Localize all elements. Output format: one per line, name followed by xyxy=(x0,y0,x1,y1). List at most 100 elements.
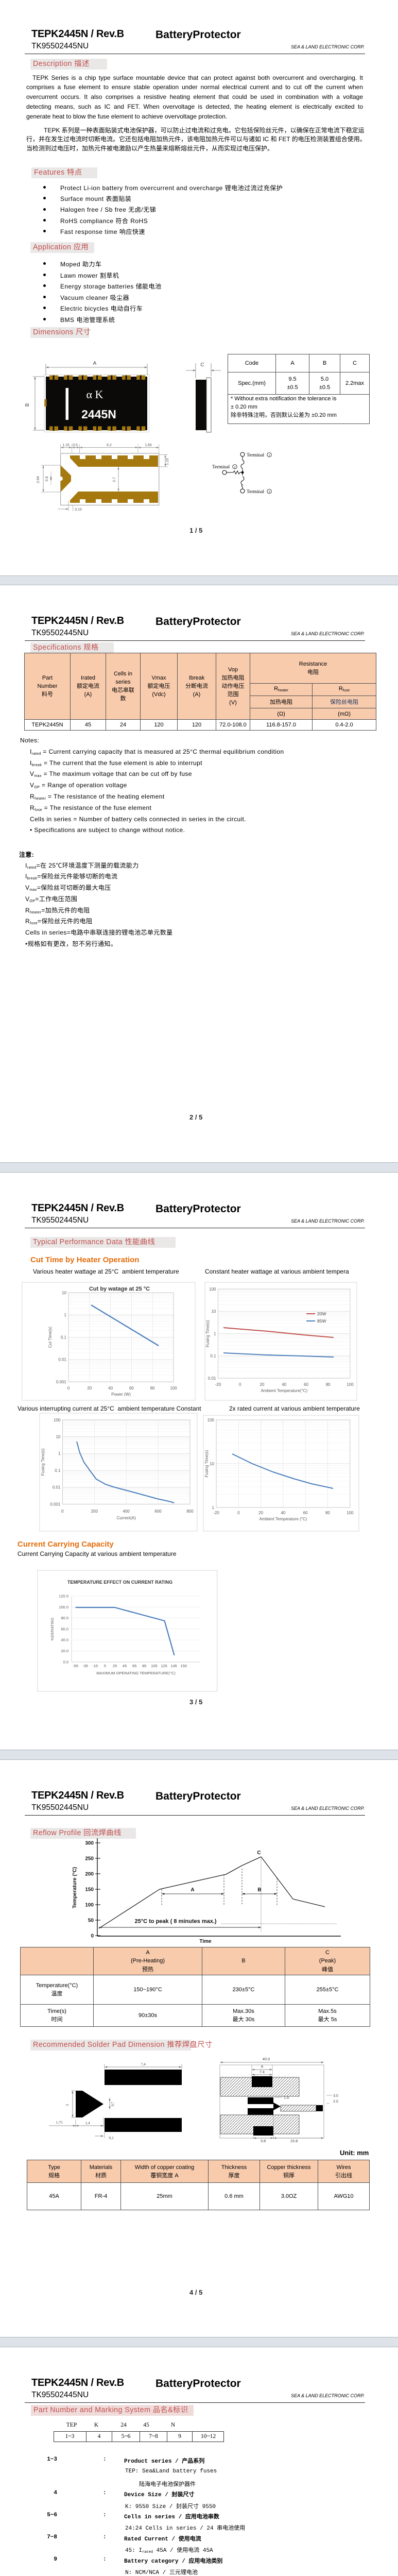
svg-text:1.15: 1.15 xyxy=(166,458,169,465)
svg-text:1: 1 xyxy=(268,454,270,457)
svg-text:45: 45 xyxy=(123,1664,127,1668)
svg-text:1: 1 xyxy=(64,1313,67,1317)
svg-text:200: 200 xyxy=(91,1509,98,1514)
svg-text:10: 10 xyxy=(210,1462,214,1466)
svg-text:3.0: 3.0 xyxy=(333,2094,338,2098)
svg-text:1,4: 1,4 xyxy=(85,2121,90,2125)
svg-text:C: C xyxy=(257,1850,261,1856)
svg-text:100.0: 100.0 xyxy=(59,1605,68,1609)
svg-text:0.1: 0.1 xyxy=(61,1335,67,1340)
svg-text:-15: -15 xyxy=(92,1664,98,1668)
svg-text:Temperature (°C): Temperature (°C) xyxy=(72,1867,78,1909)
svg-text:7.4: 7.4 xyxy=(259,2071,265,2074)
svg-text:0: 0 xyxy=(61,1509,64,1514)
svg-text:1.65: 1.65 xyxy=(145,444,152,447)
svg-text:120.0: 120.0 xyxy=(59,1594,68,1599)
svg-text:300: 300 xyxy=(85,1841,94,1846)
svg-text:0,7: 0,7 xyxy=(111,2102,115,2106)
svg-text:Current(A): Current(A) xyxy=(117,1516,136,1520)
svg-text:40.0: 40.0 xyxy=(61,1638,68,1642)
svg-text:A: A xyxy=(191,1887,194,1893)
svg-text:1.9: 1.9 xyxy=(284,2096,289,2100)
svg-text:10: 10 xyxy=(62,1291,66,1295)
svg-text:80: 80 xyxy=(150,1386,155,1391)
svg-text:0.01: 0.01 xyxy=(58,1358,66,1362)
svg-text:10: 10 xyxy=(56,1435,60,1439)
svg-text:-20: -20 xyxy=(215,1382,221,1387)
svg-text:MAXIMUM OPERATING TEMPERATURE(: MAXIMUM OPERATING TEMPERATURE(°C) xyxy=(96,1671,176,1675)
svg-text:40.0: 40.0 xyxy=(263,2057,270,2061)
svg-text:250: 250 xyxy=(85,1856,94,1862)
svg-text:80: 80 xyxy=(326,1382,331,1387)
svg-text:B: B xyxy=(257,1887,261,1893)
svg-text:0.1: 0.1 xyxy=(210,1354,216,1359)
svg-text:40: 40 xyxy=(108,1386,113,1391)
svg-text:0,1: 0,1 xyxy=(109,2136,114,2140)
svg-text:0: 0 xyxy=(237,1511,240,1515)
svg-text:A: A xyxy=(261,2065,264,2069)
svg-text:3: 3 xyxy=(268,490,270,494)
svg-text:0.001: 0.001 xyxy=(56,1380,67,1384)
svg-text:α K: α K xyxy=(86,388,103,401)
svg-text:15.8: 15.8 xyxy=(290,2139,298,2143)
svg-text:100: 100 xyxy=(347,1511,354,1515)
svg-text:200: 200 xyxy=(85,1872,94,1877)
svg-text:1: 1 xyxy=(214,1331,216,1336)
svg-text:2.64: 2.64 xyxy=(37,476,40,483)
svg-text:40: 40 xyxy=(281,1511,285,1515)
svg-text:60: 60 xyxy=(304,1382,308,1387)
svg-text:80: 80 xyxy=(325,1511,330,1515)
svg-text:Fusing Time(s): Fusing Time(s) xyxy=(205,1320,210,1347)
svg-text:Time: Time xyxy=(199,1939,212,1944)
svg-text:Terminal: Terminal xyxy=(247,489,265,495)
svg-text:25°C to peak ( 8 minutes max.): 25°C to peak ( 8 minutes max.) xyxy=(135,1919,217,1925)
svg-text:TEMPERATURE EFFECT ON CURRENT: TEMPERATURE EFFECT ON CURRENT RATING xyxy=(67,1580,172,1585)
svg-text:65: 65 xyxy=(132,1664,136,1668)
svg-text:6.2: 6.2 xyxy=(107,444,112,447)
svg-text:A: A xyxy=(93,361,97,366)
svg-text:1: 1 xyxy=(212,1505,215,1510)
svg-text:2445N: 2445N xyxy=(81,408,116,421)
svg-text:60.0: 60.0 xyxy=(61,1626,68,1631)
svg-text:400: 400 xyxy=(123,1509,130,1514)
svg-text:0.001: 0.001 xyxy=(50,1502,61,1506)
svg-text:-20: -20 xyxy=(213,1511,219,1515)
svg-text:-35: -35 xyxy=(82,1664,88,1668)
svg-text:C: C xyxy=(200,362,204,368)
svg-text:3.8: 3.8 xyxy=(261,2139,266,2143)
svg-text:Ambient Temperature(°C): Ambient Temperature(°C) xyxy=(261,1388,307,1393)
svg-text:150: 150 xyxy=(85,1887,94,1893)
svg-text:60: 60 xyxy=(303,1511,308,1515)
svg-text:105: 105 xyxy=(151,1664,158,1668)
svg-text:Ambient Temperature (°C): Ambient Temperature (°C) xyxy=(259,1517,307,1521)
svg-text:1,75: 1,75 xyxy=(56,2120,62,2125)
svg-text:80.0: 80.0 xyxy=(61,1616,68,1620)
svg-text:20: 20 xyxy=(87,1386,92,1391)
svg-text:20: 20 xyxy=(258,1511,263,1515)
svg-text:20: 20 xyxy=(260,1382,265,1387)
svg-text:0.15: 0.15 xyxy=(75,508,82,512)
svg-text:3: 3 xyxy=(65,2104,70,2106)
svg-text:2: 2 xyxy=(234,466,235,469)
svg-text:0.0: 0.0 xyxy=(63,1659,68,1664)
svg-text:85W: 85W xyxy=(317,1318,326,1324)
svg-text:0.01: 0.01 xyxy=(53,1485,61,1490)
svg-text:100: 100 xyxy=(85,1903,94,1908)
svg-text:%DERATING: %DERATING xyxy=(50,1617,55,1640)
svg-text:7,4: 7,4 xyxy=(141,2062,146,2066)
svg-text:B: B xyxy=(25,403,30,406)
svg-text:150: 150 xyxy=(180,1664,187,1668)
svg-text:Cut Time(s): Cut Time(s) xyxy=(48,1327,53,1348)
svg-text:100: 100 xyxy=(54,1418,61,1422)
svg-text:Fusing Time(s): Fusing Time(s) xyxy=(204,1450,209,1477)
svg-text:1.15: 1.15 xyxy=(62,444,70,447)
svg-text:60: 60 xyxy=(129,1386,134,1391)
svg-text:0: 0 xyxy=(239,1382,241,1387)
svg-text:Cut by watage at 25 °C: Cut by watage at 25 °C xyxy=(89,1286,150,1292)
svg-text:0.5: 0.5 xyxy=(73,444,78,447)
svg-text:145: 145 xyxy=(170,1664,177,1668)
svg-text:20.0: 20.0 xyxy=(61,1649,68,1653)
svg-text:Terminal: Terminal xyxy=(212,465,230,470)
svg-text:25: 25 xyxy=(113,1664,117,1668)
svg-text:0.8: 0.8 xyxy=(45,477,49,482)
